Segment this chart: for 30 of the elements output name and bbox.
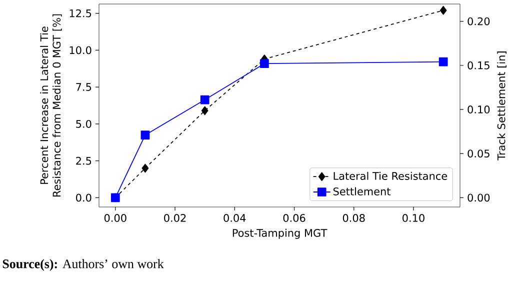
y2-tick-label: 0.10 (468, 106, 490, 114)
y-tick-label: 5.0 (76, 120, 92, 128)
x-tick-label: 0.10 (402, 214, 424, 222)
x-tick-label: 0.08 (342, 214, 365, 222)
point (440, 6, 447, 15)
point (140, 130, 150, 140)
y2-tick-label: 0.00 (468, 194, 490, 202)
point (260, 59, 269, 68)
x-tick-label: 0.00 (104, 214, 126, 222)
y-tick-label: 12.5 (70, 9, 92, 18)
y-axis-title: Percent Increase in Lateral Tie Resistance from Median 0 MGT [%] (40, 14, 62, 197)
y2-axis-title: Track Settlement [in] (497, 52, 506, 160)
point (201, 106, 208, 116)
legend-label: Lateral Tie Resistance (334, 172, 448, 180)
x-tick-label: 0.04 (224, 214, 246, 222)
y2-tick-label: 0.05 (468, 150, 490, 158)
x-tick-label: 0.06 (283, 214, 306, 222)
legend-label: Settlement (333, 187, 390, 196)
point (200, 95, 210, 104)
y-tick-label: 7.5 (76, 83, 92, 91)
text: Source(s): Authors’ own work (2, 259, 164, 271)
y-tick-label: 10.0 (70, 46, 92, 54)
point (438, 57, 448, 66)
y2-tick-label: 0.15 (468, 61, 490, 70)
point (142, 164, 149, 173)
y2-tick-label: 0.20 (468, 17, 490, 26)
x-tick-label: 0.02 (164, 214, 186, 222)
x-axis-title: Post-Tamping MGT (232, 228, 328, 239)
y-tick-label: 0.0 (76, 194, 92, 202)
y-tick-label: 2.5 (76, 156, 92, 165)
